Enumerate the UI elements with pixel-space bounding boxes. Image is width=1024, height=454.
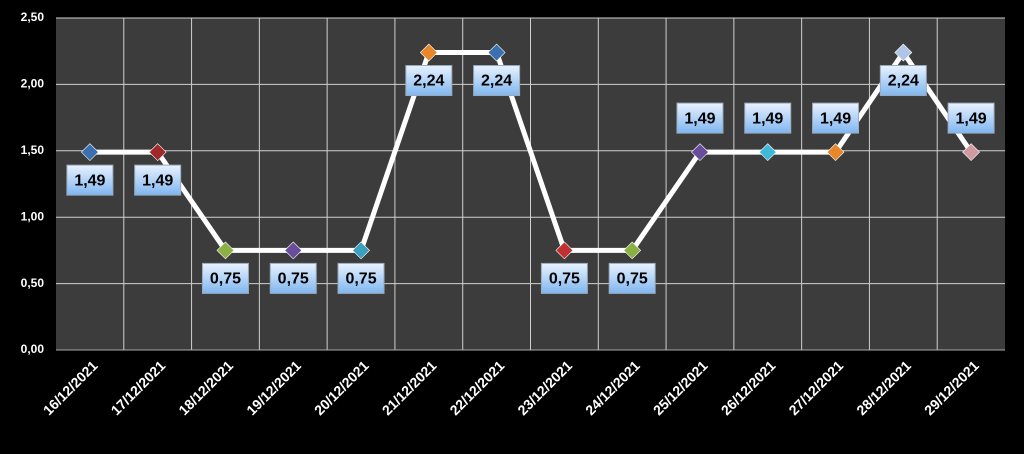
marker <box>216 241 235 260</box>
marker <box>352 241 370 260</box>
value-label-box <box>812 102 860 134</box>
value-label-box <box>201 262 249 294</box>
value-label: 0,75 <box>549 271 580 288</box>
marker <box>894 43 913 62</box>
marker <box>826 143 845 162</box>
value-label: 2,24 <box>481 73 512 90</box>
marker <box>148 143 167 162</box>
value-label-box <box>608 262 656 294</box>
value-label: 1,49 <box>74 172 105 189</box>
value-label: 1,49 <box>142 172 173 189</box>
value-label: 1,49 <box>820 110 851 127</box>
marker <box>962 143 981 162</box>
marker <box>758 143 777 162</box>
value-label-box <box>337 262 385 294</box>
marker <box>80 143 99 162</box>
value-label: 0,75 <box>345 271 376 288</box>
y-tick-label: 1,00 <box>21 209 45 223</box>
marker <box>419 43 438 62</box>
y-tick-label: 0,00 <box>21 342 45 356</box>
value-label: 0,75 <box>278 271 309 288</box>
value-label: 0,75 <box>210 271 241 288</box>
marker <box>623 241 642 260</box>
y-tick-label: 2,00 <box>21 77 45 91</box>
value-label: 0,75 <box>617 271 648 288</box>
value-label-box <box>744 102 792 134</box>
line <box>89 50 974 253</box>
marker <box>487 43 506 62</box>
value-label-box <box>66 164 114 196</box>
value-label: 1,49 <box>752 110 783 127</box>
y-tick-label: 0,50 <box>21 276 45 290</box>
y-tick-label: 1,50 <box>21 143 45 157</box>
value-label-box <box>405 65 453 97</box>
y-tick-label: 2,50 <box>21 10 45 24</box>
value-label-box <box>676 102 724 134</box>
value-label-box <box>473 65 521 97</box>
marker <box>555 241 574 260</box>
marker <box>691 143 709 162</box>
marker <box>284 241 303 260</box>
value-label: 2,24 <box>413 73 444 90</box>
value-label-box <box>269 262 317 294</box>
value-label: 1,49 <box>956 110 987 127</box>
value-label-box <box>947 102 995 134</box>
value-label-box <box>134 164 182 196</box>
value-label: 2,24 <box>888 73 919 90</box>
value-label-box <box>540 262 588 294</box>
value-label-box <box>879 65 927 97</box>
value-label: 1,49 <box>684 110 715 127</box>
